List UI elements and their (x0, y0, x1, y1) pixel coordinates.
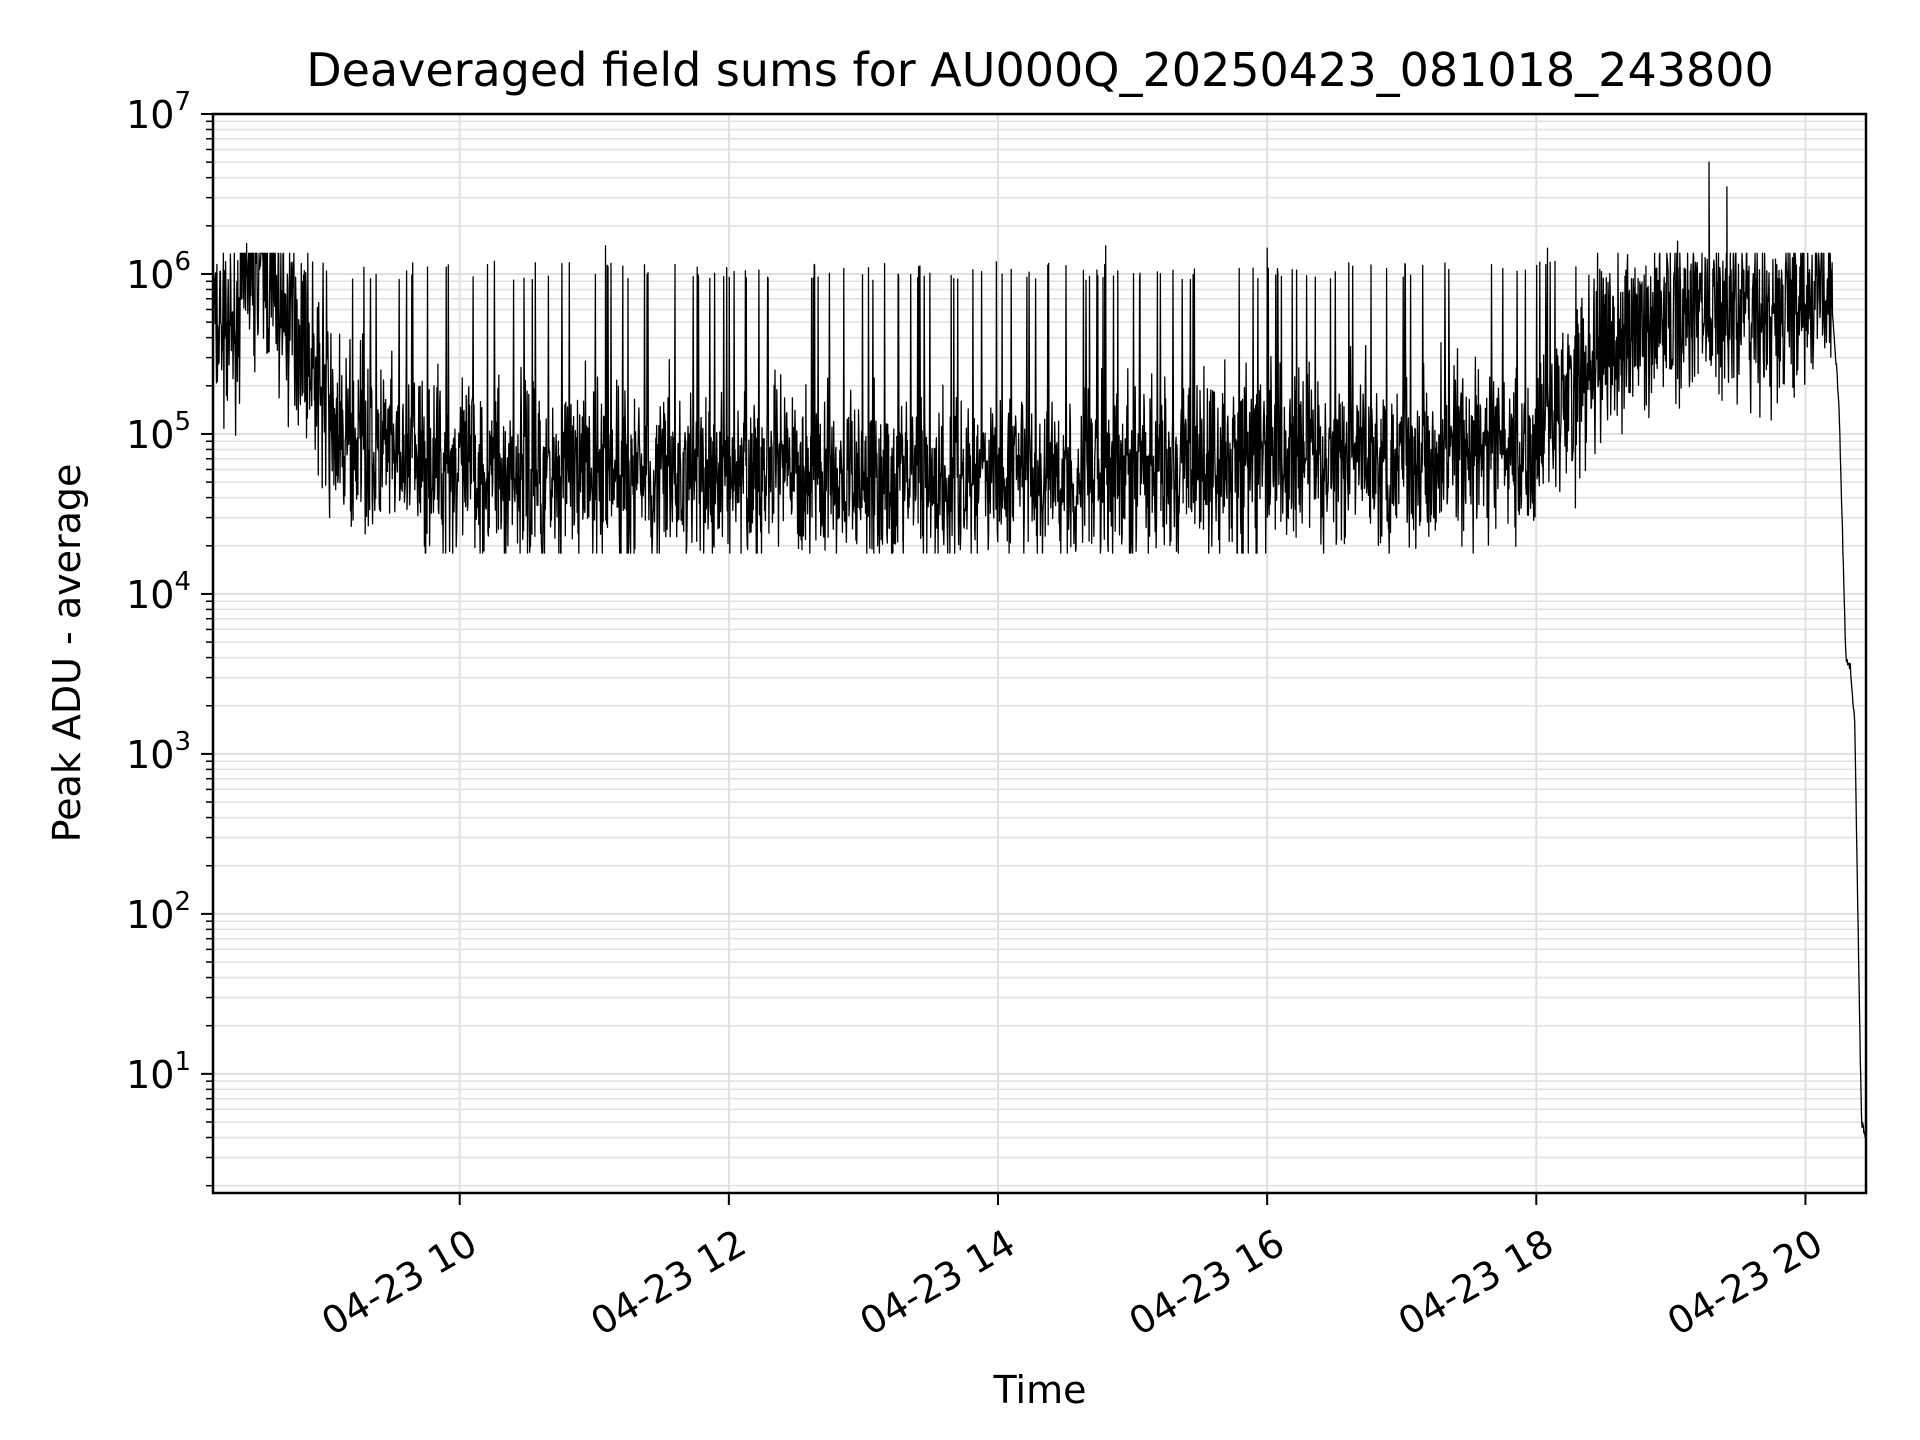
x-axis-label: Time (993, 1368, 1087, 1412)
plot-frame (211, 112, 1868, 1195)
y-axis: 101 102 103 104 105 106 107 (126, 87, 213, 1187)
y-tick-label: 107 (126, 87, 191, 137)
y-tick-label: 103 (126, 727, 191, 777)
y-tick-label: 101 (126, 1047, 191, 1097)
y-tick-label: 106 (126, 247, 191, 297)
y-axis-label: Peak ADU - average (45, 464, 89, 843)
series-group (212, 161, 1867, 1140)
y-tick-label: 105 (126, 407, 191, 457)
y-tick-label: 102 (126, 887, 191, 937)
grid (213, 113, 1866, 1193)
chart-title: Deaveraged field sums for AU000Q_2025042… (306, 43, 1774, 97)
y-tick-label: 104 (126, 567, 191, 617)
series-line (212, 161, 1867, 1140)
